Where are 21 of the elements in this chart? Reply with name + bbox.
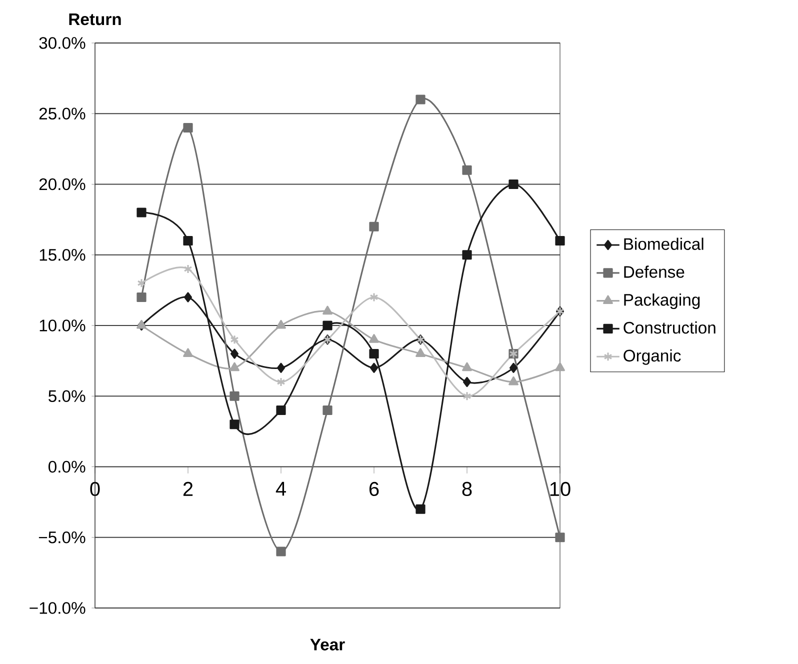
legend-label: Defense — [624, 266, 684, 278]
x-tick-label: 10 — [550, 482, 570, 496]
y-tick-label: −10.0% — [30, 602, 86, 614]
legend-label: Biomedical — [624, 238, 704, 250]
y-tick-label: 0.0% — [48, 460, 86, 473]
y-tick-label: 5.0% — [48, 390, 86, 402]
legend-label: Organic — [624, 349, 681, 365]
legend-label: Packaging — [624, 294, 700, 310]
x-tick-label: 6 — [369, 482, 379, 496]
y-tick-label: −5.0% — [38, 531, 86, 544]
x-tick-label: 4 — [276, 482, 286, 496]
y-tick-label: 10.0% — [40, 320, 86, 332]
legend-label: Construction — [624, 321, 716, 334]
x-axis-title: Year — [310, 638, 345, 650]
y-tick-label: 25.0% — [39, 108, 86, 120]
y-axis-title: Return — [69, 14, 121, 26]
y-tick-label: 20.0% — [39, 178, 86, 190]
y-tick-label: 30.0% — [39, 37, 86, 49]
y-tick-label: 15.0% — [40, 248, 86, 261]
x-tick-label: 2 — [183, 482, 193, 496]
x-tick-label: 8 — [462, 482, 472, 496]
